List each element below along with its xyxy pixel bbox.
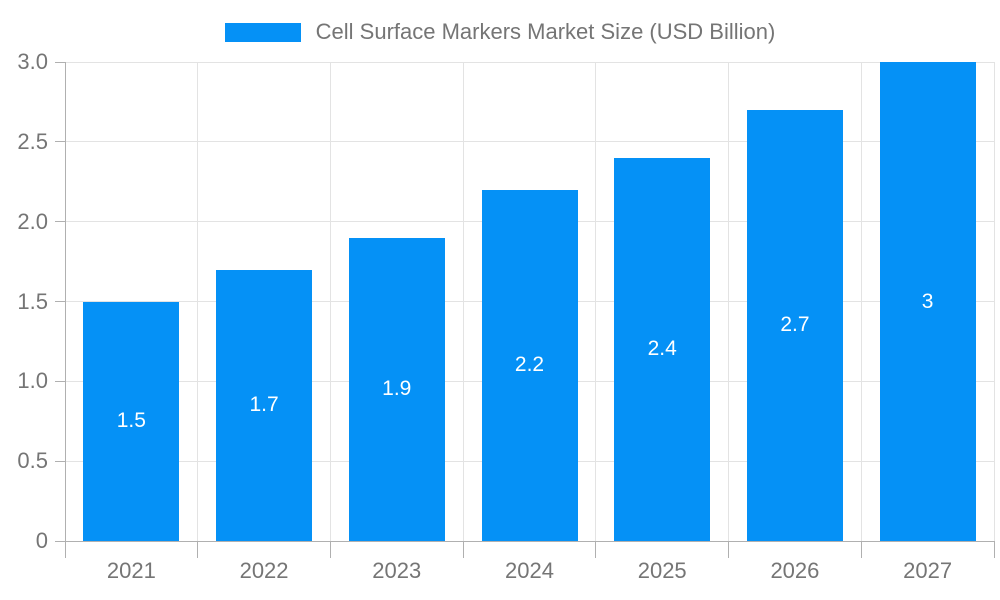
bar: 3 [879,62,976,541]
bar-value-label: 1.9 [382,377,412,401]
bar-value-label: 1.5 [116,409,146,433]
v-gridline [197,62,199,541]
x-tick [462,541,464,558]
bar: 2.2 [481,189,578,541]
bar: 1.7 [216,269,313,541]
legend-label: Cell Surface Markers Market Size (USD Bi… [315,19,776,44]
y-tick [55,301,65,302]
v-gridline [728,62,730,541]
bar-value-label: 2.2 [514,353,545,377]
y-tick [55,61,65,63]
bar: 2.7 [746,109,843,541]
v-gridline [462,62,464,541]
bar: 2.4 [614,157,711,541]
x-tick [860,541,862,558]
legend: Cell Surface Markers Market Size (USD Bi… [0,19,1000,45]
x-axis-line [65,540,994,542]
x-tick [595,541,597,558]
bar-value-label: 1.7 [249,393,279,417]
y-tick-label: 3.0 [17,49,48,74]
bar: 1.9 [348,237,445,541]
x-tick-label: 2027 [903,558,953,583]
bar-value-label: 2.4 [647,337,677,361]
y-tick [55,380,65,382]
x-tick-label: 2023 [372,558,422,583]
x-tick-label: 2025 [637,558,687,583]
v-gridline [329,62,331,541]
x-tick-label: 2022 [239,558,289,583]
x-tick-label: 2026 [770,558,820,583]
v-gridline [993,62,995,541]
y-tick [55,141,65,143]
bar-value-label: 3 [921,289,934,313]
x-tick-label: 2021 [106,558,156,583]
y-tick [55,221,65,223]
v-gridline [860,62,862,541]
x-tick [993,541,995,558]
x-tick [197,541,199,558]
y-tick-label: 0.5 [17,448,48,474]
x-tick [728,541,730,558]
x-tick [64,541,66,558]
y-tick-label: 2.0 [17,208,48,234]
h-gridline [65,61,994,63]
x-tick-label: 2024 [505,558,554,583]
y-axis-line [64,62,66,541]
bar: 1.5 [83,301,180,541]
y-tick-label: 2.5 [17,128,48,154]
y-tick [55,460,65,462]
legend-swatch [224,22,301,42]
h-gridline [65,141,994,143]
y-tick-label: 0 [35,528,48,553]
y-tick-label: 1.0 [17,368,48,394]
y-tick-label: 1.5 [17,288,48,314]
x-tick [329,541,331,558]
v-gridline [595,62,597,541]
bar-value-label: 2.7 [780,313,810,337]
y-tick [55,540,65,542]
